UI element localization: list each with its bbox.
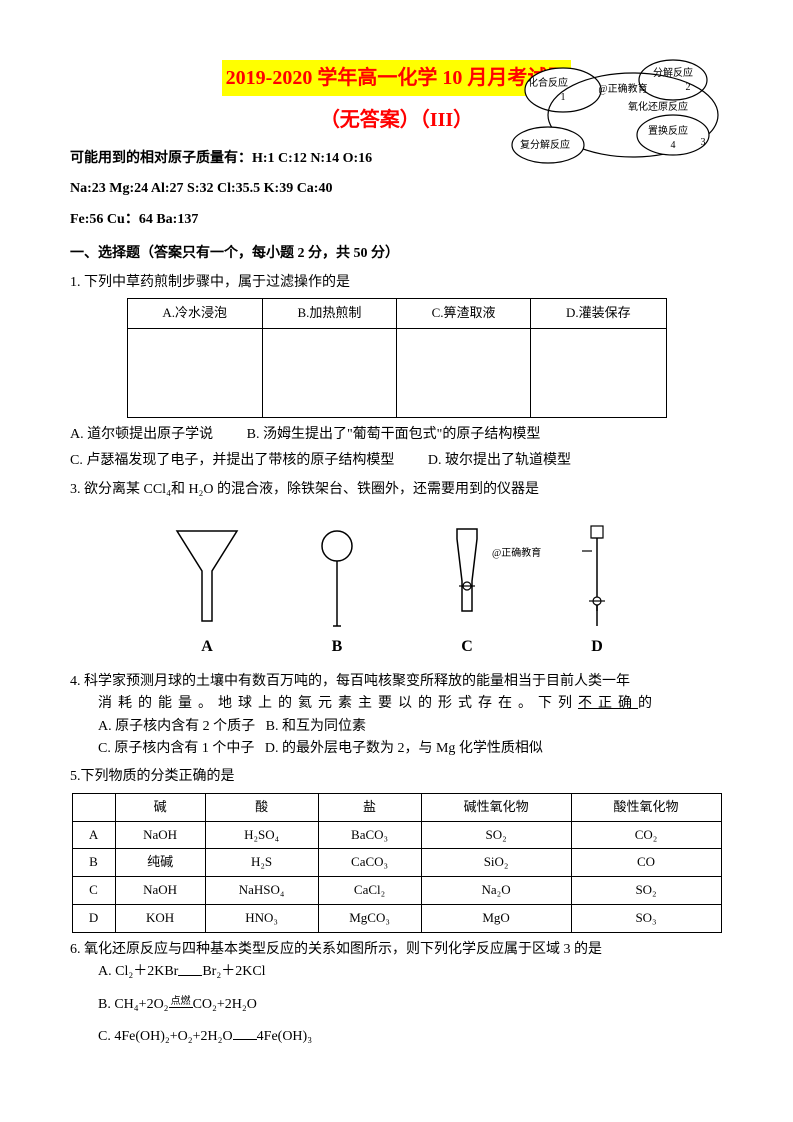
question-2: A. 道尔顿提出原子学说 B. 汤姆生提出了"葡萄干面包式"的原子结构模型 C.… <box>70 424 723 473</box>
apparatus-c: @正确教育 C <box>457 529 541 655</box>
question-4: 4. 科学家预测月球的土壤中有数百万吨的，每百吨核聚变所释放的能量相当于目前人类… <box>70 671 723 761</box>
svg-text:D: D <box>591 638 603 655</box>
q5-stem: 5.下列物质的分类正确的是 <box>70 766 723 788</box>
q3-apparatus: A B @正确教育 C <box>70 511 723 661</box>
q2-opt-c: C. 卢瑟福发现了电子，并提出了带核的原子结构模型 <box>70 453 394 468</box>
q1-stem: 1. 下列中草药煎制步骤中，属于过滤操作的是 <box>70 272 723 294</box>
apparatus-a: A <box>177 531 237 655</box>
question-1: 1. 下列中草药煎制步骤中，属于过滤操作的是 A.冷水浸泡 B.加热煎制 C.箅… <box>70 272 723 418</box>
q5-row-a: A NaOH H₂SO₄ BaCO₃ SO₂ CO₂ <box>72 821 721 849</box>
venn-n2: 2 <box>686 82 691 93</box>
atomic-masses-label: 可能用到的相对原子质量有： <box>70 151 252 166</box>
venn-n1: 1 <box>561 92 566 103</box>
venn-label-dd: 复分解反应 <box>520 138 570 151</box>
q2-opt-b: B. 汤姆生提出了"葡萄干面包式"的原子结构模型 <box>247 427 541 442</box>
venn-n3: 3 <box>701 137 706 148</box>
q1-table: A.冷水浸泡 B.加热煎制 C.箅渣取液 D.灌装保存 <box>127 298 667 418</box>
q5-row-c: C NaOH NaHSO₄ CaCl₂ Na₂O SO₂ <box>72 877 721 905</box>
venn-label-decomposition: 分解反应 <box>653 66 693 79</box>
q4-opt-c: C. 原子核内含有 1 个中子 <box>98 741 254 756</box>
question-5: 5.下列物质的分类正确的是 碱 酸 盐 碱性氧化物 酸性氧化物 A NaOH H… <box>70 766 723 932</box>
q5-row-b: B 纯碱 H₂S CaCO₃ SiO₂ CO <box>72 849 721 877</box>
q3-stem: 3. 欲分离某 CCl₄和 H₂O 的混合液，除铁架台、铁圈外，还需要用到的仪器… <box>70 479 723 501</box>
header: 化合反应 1 分解反应 2 @正确教育 氧化还原反应 置换反应 3 4 复分解反… <box>70 60 723 231</box>
q4-opt-d: D. 的最外层电子数为 2，与 Mg 化学性质相似 <box>265 741 543 756</box>
question-3: 3. 欲分离某 CCl₄和 H₂O 的混合液，除铁架台、铁圈外，还需要用到的仪器… <box>70 479 723 661</box>
apparatus-d: D <box>582 526 605 655</box>
q5-row-d: D KOH HNO₃ MgCO₃ MgO SO₃ <box>72 905 721 933</box>
q5-table: 碱 酸 盐 碱性氧化物 酸性氧化物 A NaOH H₂SO₄ BaCO₃ SO₂… <box>72 793 722 933</box>
q4-stem-c: 不正确 <box>578 696 638 711</box>
venn-label-combination: 化合反应 <box>528 76 568 89</box>
venn-label-displacement: 置换反应 <box>648 124 688 137</box>
svg-text:@正确教育: @正确教育 <box>492 546 541 559</box>
svg-text:A: A <box>201 638 213 655</box>
q4-stem-d: 的 <box>638 696 658 711</box>
venn-label-redox: 氧化还原反应 <box>628 100 688 113</box>
venn-diagram: 化合反应 1 分解反应 2 @正确教育 氧化还原反应 置换反应 3 4 复分解反… <box>503 50 743 180</box>
svg-text:C: C <box>461 638 473 655</box>
apparatus-b: B <box>322 531 352 655</box>
question-6: 6. 氧化还原反应与四种基本类型反应的关系如图所示，则下列化学反应属于区域 3 … <box>70 939 723 1049</box>
atomic-masses-line3: Fe:56 Cu：64 Ba:137 <box>70 209 723 231</box>
q6-opt-b: B. CH₄+2O₂点燃CO₂+2H₂O <box>70 994 723 1016</box>
svg-text:B: B <box>331 638 342 655</box>
venn-n4: 4 <box>671 140 676 151</box>
q4-opt-a: A. 原子核内含有 2 个质子 <box>98 719 255 734</box>
q6-opt-a: A. Cl₂＋2KBr Br₂＋2KCl <box>70 961 723 983</box>
q1-opt-b: B.加热煎制 <box>262 298 396 328</box>
q1-opt-c: C.箅渣取液 <box>396 298 530 328</box>
q2-opt-a: A. 道尔顿提出原子学说 <box>70 427 213 442</box>
q1-opt-d: D.灌装保存 <box>531 298 666 328</box>
q6-stem: 6. 氧化还原反应与四种基本类型反应的关系如图所示，则下列化学反应属于区域 3 … <box>70 939 723 961</box>
q2-opt-d: D. 玻尔提出了轨道模型 <box>428 453 571 468</box>
section-1-header: 一、选择题（答案只有一个，每小题 2 分，共 50 分） <box>70 243 723 265</box>
q6-opt-c: C. 4Fe(OH)₂+O₂+2H₂O 4Fe(OH)₃ <box>70 1026 723 1048</box>
q4-stem-b: 消耗的能量。地球上的氦元素主要以的形式存在。下列 <box>98 696 578 711</box>
q1-opt-a: A.冷水浸泡 <box>127 298 262 328</box>
q4-opt-b: B. 和互为同位素 <box>266 719 366 734</box>
q5-header-row: 碱 酸 盐 碱性氧化物 酸性氧化物 <box>72 793 721 821</box>
atomic-masses-line2: Na:23 Mg:24 Al:27 S:32 Cl:35.5 K:39 Ca:4… <box>70 178 723 200</box>
venn-watermark: @正确教育 <box>598 82 647 95</box>
q4-stem-a: 4. 科学家预测月球的土壤中有数百万吨的，每百吨核聚变所释放的能量相当于目前人类… <box>70 671 723 693</box>
